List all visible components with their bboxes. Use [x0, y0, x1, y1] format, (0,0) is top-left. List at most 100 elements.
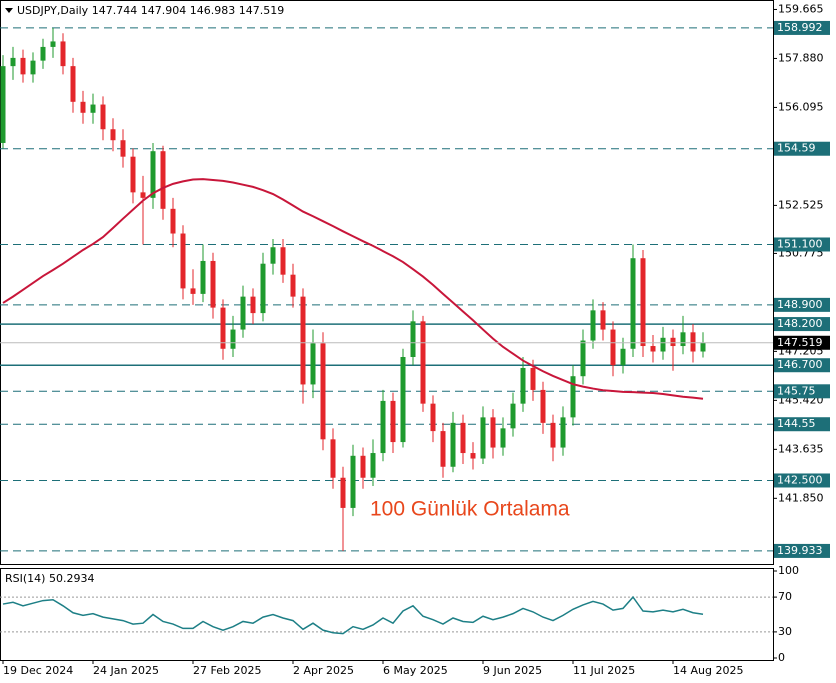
- candle-body: [140, 192, 146, 198]
- candle-body: [160, 151, 166, 209]
- level-label: 146.700: [777, 358, 823, 371]
- level-label-bg: [774, 141, 830, 156]
- rsi-last: 50.2934: [49, 572, 95, 585]
- candle-body: [700, 342, 706, 352]
- candle-body: [650, 346, 656, 352]
- candle-body: [660, 337, 666, 352]
- level-label-bg: [774, 317, 830, 332]
- candle-body: [170, 208, 176, 234]
- x-tick-label: 14 Aug 2025: [673, 664, 743, 677]
- menu-arrow: [5, 8, 13, 13]
- y-tick-label: 141.850: [778, 491, 824, 504]
- candle-body: [270, 247, 276, 264]
- candle-body: [60, 41, 66, 67]
- level-label: 139.933: [777, 544, 823, 557]
- rsi-y-tick-label: 0: [778, 651, 785, 664]
- level-label: 144.55: [777, 417, 816, 430]
- candle-body: [120, 140, 126, 157]
- candle-body: [560, 417, 566, 448]
- candle-body: [330, 439, 336, 478]
- candle-body: [300, 296, 306, 385]
- candle-body: [40, 46, 46, 61]
- candle-body: [310, 343, 316, 385]
- level-label-bg: [774, 384, 830, 399]
- candle-body: [80, 101, 86, 113]
- x-tick-label: 9 Jun 2025: [483, 664, 542, 677]
- candle-body: [220, 307, 226, 349]
- candle-body: [410, 321, 416, 358]
- candle-body: [620, 348, 626, 366]
- symbol: USDJPY,Daily: [17, 4, 89, 17]
- rsi-panel: [0, 568, 774, 661]
- level-label-bg: [774, 297, 830, 312]
- header-high: 147.904: [141, 4, 187, 17]
- level-label-bg: [774, 543, 830, 558]
- last-price-bg: [774, 335, 830, 350]
- candle-body: [430, 403, 436, 432]
- moving-average: [2, 178, 704, 400]
- candle-body: [280, 247, 286, 275]
- x-tick-label: 24 Jan 2025: [93, 664, 159, 677]
- rsi-header: RSI(14) 50.2934: [5, 572, 94, 585]
- level-label: 151.100: [777, 237, 823, 250]
- candle-body: [470, 453, 476, 459]
- candle-body: [130, 156, 136, 193]
- candle-body: [380, 400, 386, 454]
- x-tick-label: 11 Jul 2025: [573, 664, 635, 677]
- level-label-bg: [774, 358, 830, 373]
- candle-body: [390, 400, 396, 443]
- level-label: 142.500: [777, 473, 823, 486]
- level-label: 148.200: [777, 317, 823, 330]
- candle-body: [100, 104, 106, 130]
- candle-body: [510, 403, 516, 429]
- candle-body: [180, 233, 186, 289]
- candle-body: [640, 258, 646, 347]
- candle-body: [50, 41, 56, 47]
- header-open: 147.744: [92, 4, 138, 17]
- chart-header: USDJPY,Daily 147.744 147.904 146.983 147…: [17, 4, 284, 17]
- rsi-y-tick-label: 70: [778, 590, 792, 603]
- candle-body: [570, 376, 576, 418]
- price-panel: [0, 0, 774, 565]
- y-tick-label: 157.880: [778, 51, 824, 64]
- y-tick-label: 143.635: [778, 442, 824, 455]
- level-label: 154.59: [777, 142, 816, 155]
- candle-body: [600, 310, 606, 330]
- candle-body: [630, 258, 636, 349]
- candle-body: [10, 57, 16, 67]
- candle-body: [230, 329, 236, 349]
- candle-body: [210, 260, 216, 308]
- candle-body: [500, 428, 506, 448]
- candle-body: [420, 321, 426, 404]
- candle-body: [20, 57, 26, 75]
- candle-body: [360, 455, 366, 478]
- last-price-label: 147.519: [777, 336, 823, 349]
- x-tick-label: 19 Dec 2024: [3, 664, 73, 677]
- candle-body: [110, 129, 116, 141]
- header-close: 147.519: [239, 4, 285, 17]
- candle-body: [400, 357, 406, 443]
- rsi-title: RSI(14): [5, 572, 45, 585]
- candle-body: [520, 367, 526, 404]
- rsi-line: [2, 595, 704, 635]
- candle-body: [690, 332, 696, 352]
- candle-body: [90, 104, 96, 113]
- x-tick-label: 27 Feb 2025: [193, 664, 261, 677]
- candle-body: [610, 329, 616, 366]
- level-label-bg: [774, 20, 830, 35]
- level-label-bg: [774, 473, 830, 488]
- candle-body: [480, 417, 486, 459]
- candle-body: [340, 477, 346, 508]
- y-tick-label: 159.665: [778, 2, 824, 15]
- candle-body: [680, 332, 686, 347]
- ma-annotation: 100 Günlük Ortalama: [370, 498, 570, 521]
- header-low: 146.983: [190, 4, 236, 17]
- level-label-bg: [774, 417, 830, 432]
- candle-body: [290, 274, 296, 297]
- candle-body: [0, 66, 6, 143]
- level-label: 148.900: [777, 298, 823, 311]
- candle-body: [320, 343, 326, 440]
- candle-body: [460, 422, 466, 454]
- candle-body: [70, 66, 76, 102]
